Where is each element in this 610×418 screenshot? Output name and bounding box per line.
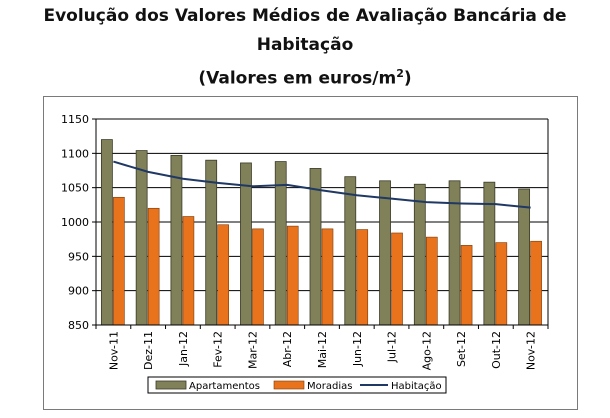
chart-frame — [43, 96, 578, 410]
bar-moradias — [182, 216, 195, 326]
y-tick-label: 1050 — [61, 182, 89, 195]
bar-moradias — [391, 232, 403, 326]
x-tick-label: Nov-12 — [525, 331, 538, 370]
legend-label-habitacao: Habitação — [391, 381, 442, 392]
bar-apartamentos — [135, 150, 148, 326]
x-tick-label: Ago-12 — [420, 331, 433, 370]
bars-group — [100, 139, 542, 326]
bar-moradias — [113, 196, 125, 326]
title-units-end: ) — [403, 68, 412, 89]
title-units-sup: 2 — [396, 67, 404, 80]
bar-moradias — [217, 224, 229, 326]
legend-swatch-apartamentos — [155, 380, 187, 390]
bar-apartamentos — [309, 168, 322, 326]
bar-apartamentos — [205, 159, 218, 326]
x-tick-label: Dez-11 — [142, 331, 155, 370]
chart-title-line3: (Valores em euros/m2) — [0, 67, 610, 89]
chart-title-line2: Habitação — [256, 35, 354, 55]
y-tick-label: 1150 — [61, 113, 89, 126]
bar-apartamentos — [100, 139, 113, 326]
x-tick-label: Mar-12 — [246, 331, 259, 369]
bar-moradias — [252, 228, 264, 326]
y-tick-label: 1100 — [61, 147, 89, 160]
chart-title-line1: Evolução dos Valores Médios de Avaliação… — [43, 6, 567, 26]
x-tick-label: Set-12 — [455, 331, 468, 367]
bar-moradias — [321, 228, 334, 326]
line-group — [113, 160, 531, 209]
legend: Apartamentos Moradias Habitação — [147, 376, 447, 394]
bar-moradias — [356, 229, 369, 326]
bar-moradias — [147, 207, 160, 326]
legend-label-apartamentos: Apartamentos — [189, 381, 260, 392]
x-tick-label: Jun-12 — [351, 331, 364, 367]
bar-apartamentos — [413, 183, 426, 326]
x-tick-label: Nov-11 — [107, 331, 120, 370]
x-tick-label: Jul-12 — [386, 331, 399, 363]
axes-group: 850 900 950 1000 1050 1100 1150 Nov-11 Dez-11 Jan… — [61, 113, 549, 370]
bar-apartamentos — [344, 176, 357, 326]
bar-moradias — [530, 240, 542, 326]
x-tick-label: Mai-12 — [316, 331, 329, 368]
bar-apartamentos — [170, 154, 183, 326]
line-habitacao — [113, 160, 531, 209]
bar-apartamentos — [518, 188, 531, 326]
title-units: (Valores em euros/m — [198, 68, 397, 89]
bar-apartamentos — [240, 162, 252, 326]
y-tick-label: 900 — [68, 285, 89, 298]
x-tick-label: Abr-12 — [281, 331, 294, 367]
y-tick-label: 850 — [68, 319, 89, 332]
bar-moradias — [286, 225, 299, 326]
x-tick-label: Out-12 — [490, 331, 503, 369]
x-tick-label: Fev-12 — [212, 331, 225, 368]
bar-moradias — [426, 236, 438, 326]
legend-label-moradias: Moradias — [307, 381, 352, 392]
legend-swatch-moradias — [273, 380, 305, 390]
bar-moradias — [460, 245, 473, 326]
x-tick-label: Jan-12 — [177, 331, 190, 367]
bar-apartamentos — [379, 180, 391, 326]
y-tick-label: 950 — [68, 250, 89, 263]
bar-moradias — [495, 242, 508, 326]
y-tick-label: 1000 — [61, 216, 89, 229]
